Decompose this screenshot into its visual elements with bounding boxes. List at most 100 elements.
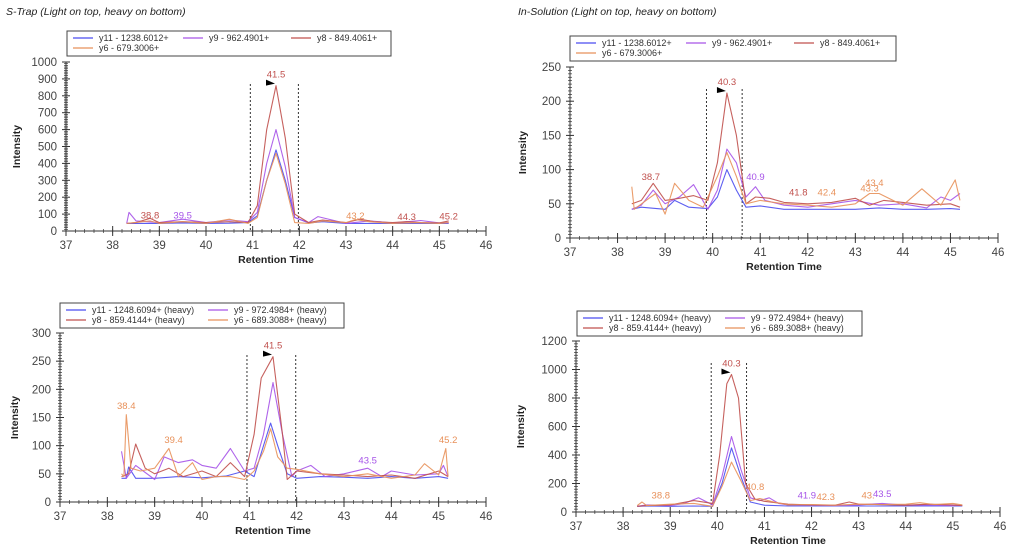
y-tick-label: 300 xyxy=(38,175,57,187)
peak-annotation: 40.9 xyxy=(746,172,765,183)
y-tick-label: 500 xyxy=(38,142,57,154)
peak-annotation: 44.3 xyxy=(397,212,416,223)
y-axis-title: Intensity xyxy=(515,405,527,448)
peak-annotation: 43.5 xyxy=(358,456,377,467)
chart-insolution-light: y11 - 1238.6012+ y9 - 962.4901+ y8 - 849.4… xyxy=(517,35,1005,273)
strap-section-title: S-Trap (Light on top, heavy on bottom) xyxy=(6,6,186,18)
legend-label-y8: y8 - 859.4144+ (heavy) xyxy=(609,323,702,333)
series-line-y8 xyxy=(121,356,449,481)
legend-label-y9: y9 - 962.4901+ xyxy=(712,38,772,48)
x-tick-label: 39 xyxy=(664,521,677,533)
series-line-y6 xyxy=(121,414,449,481)
legend-label-y11: y11 - 1238.6012+ xyxy=(602,38,672,48)
y-tick-label: 150 xyxy=(542,130,561,142)
legend-label-y11: y11 - 1248.6094+ (heavy) xyxy=(609,313,711,323)
x-tick-label: 41 xyxy=(246,240,259,252)
series-line-y9 xyxy=(120,382,449,481)
y-tick-label: 0 xyxy=(561,507,567,519)
legend-label-y9: y9 - 972.4984+ (heavy) xyxy=(751,313,844,323)
series-line-y11 xyxy=(121,422,449,479)
peak-apex-marker xyxy=(266,79,275,86)
chart-strap-heavy: y11 - 1248.6094+ (heavy) y9 - 972.4984+ (… xyxy=(9,302,493,537)
y-tick-label: 150 xyxy=(32,413,51,425)
peak-annotation: 41.8 xyxy=(789,188,808,199)
y-tick-label: 400 xyxy=(548,450,567,462)
y-tick-label: 400 xyxy=(38,158,57,170)
peak-annotation: 43.2 xyxy=(346,211,365,222)
x-tick-label: 37 xyxy=(60,240,73,252)
x-axis-title: Retention Time xyxy=(238,254,314,266)
peak-annotation: 43.4 xyxy=(865,178,884,189)
y-tick-label: 200 xyxy=(542,96,561,108)
peak-label: 41.5 xyxy=(264,341,283,352)
x-tick-label: 43 xyxy=(340,240,353,252)
peak-annotation: 43.3 xyxy=(860,183,879,194)
y-tick-label: 700 xyxy=(38,108,57,120)
x-tick-label: 39 xyxy=(659,247,672,259)
peak-annotation: 39.5 xyxy=(173,210,192,221)
peak-apex-marker xyxy=(263,350,272,357)
x-tick-label: 40 xyxy=(706,247,719,259)
series-line-y9 xyxy=(631,148,961,210)
y-tick-label: 200 xyxy=(38,192,57,204)
x-axis-title: Retention Time xyxy=(235,525,311,537)
peak-annotation: 38.4 xyxy=(117,401,136,412)
peak-annotation: 42.4 xyxy=(818,188,837,199)
legend-label-y6: y6 - 689.3088+ (heavy) xyxy=(234,315,327,325)
y-axis-title: Intensity xyxy=(517,131,529,174)
y-tick-label: 900 xyxy=(38,74,57,86)
peak-apex-marker xyxy=(716,86,726,93)
x-tick-label: 41 xyxy=(243,511,256,523)
series-line-y11 xyxy=(637,447,963,507)
legend-label-y11: y11 - 1238.6012+ xyxy=(99,33,169,43)
peak-annotation: 39.4 xyxy=(164,435,183,446)
series-line-y8 xyxy=(637,373,963,507)
x-tick-label: 46 xyxy=(992,247,1005,259)
x-tick-label: 39 xyxy=(153,240,166,252)
y-tick-label: 600 xyxy=(548,422,567,434)
x-tick-label: 45 xyxy=(432,511,445,523)
x-tick-label: 46 xyxy=(994,521,1007,533)
y-tick-label: 0 xyxy=(45,497,51,509)
x-tick-label: 44 xyxy=(899,521,912,533)
y-tick-label: 50 xyxy=(548,199,561,211)
chart-insolution-heavy: y11 - 1248.6094+ (heavy) y9 - 972.4984+ (… xyxy=(515,310,1007,547)
x-tick-label: 39 xyxy=(148,511,161,523)
y-axis-title: Intensity xyxy=(11,125,23,168)
x-tick-label: 44 xyxy=(386,240,399,252)
x-tick-label: 44 xyxy=(896,247,909,259)
x-tick-label: 42 xyxy=(801,247,814,259)
legend-label-y9: y9 - 972.4984+ (heavy) xyxy=(234,305,327,315)
peak-annotation: 45.2 xyxy=(439,212,458,223)
insolution-section-title: In-Solution (Light on top, heavy on bott… xyxy=(518,6,717,18)
peak-annotation: 43.5 xyxy=(873,489,892,500)
peak-annotation: 41.9 xyxy=(798,490,817,501)
x-tick-label: 38 xyxy=(101,511,114,523)
y-tick-label: 250 xyxy=(542,62,561,74)
x-tick-label: 42 xyxy=(290,511,303,523)
peak-annotation: 45.2 xyxy=(439,435,458,446)
legend-label-y6: y6 - 679.3006+ xyxy=(602,48,662,58)
series-line-y6 xyxy=(636,461,963,507)
peak-label: 41.5 xyxy=(267,70,286,81)
y-tick-label: 50 xyxy=(38,469,51,481)
y-tick-label: 200 xyxy=(548,479,567,491)
legend-label-y8: y8 - 849.4061+ xyxy=(317,33,377,43)
x-tick-label: 46 xyxy=(480,511,493,523)
series-line-y6 xyxy=(126,152,449,224)
x-tick-label: 46 xyxy=(480,240,493,252)
legend-label-y9: y9 - 962.4901+ xyxy=(209,33,269,43)
x-tick-label: 43 xyxy=(338,511,351,523)
x-tick-label: 40 xyxy=(200,240,213,252)
y-tick-label: 800 xyxy=(548,393,567,405)
peak-annotation: 43. xyxy=(861,490,874,501)
x-tick-label: 41 xyxy=(758,521,771,533)
x-tick-label: 45 xyxy=(944,247,957,259)
y-tick-label: 0 xyxy=(51,226,57,238)
x-tick-label: 44 xyxy=(385,511,398,523)
peak-annotation: 38.7 xyxy=(642,172,661,183)
x-axis-title: Retention Time xyxy=(750,535,826,547)
legend-label-y8: y8 - 859.4144+ (heavy) xyxy=(92,315,185,325)
legend-label-y6: y6 - 679.3006+ xyxy=(99,43,159,53)
